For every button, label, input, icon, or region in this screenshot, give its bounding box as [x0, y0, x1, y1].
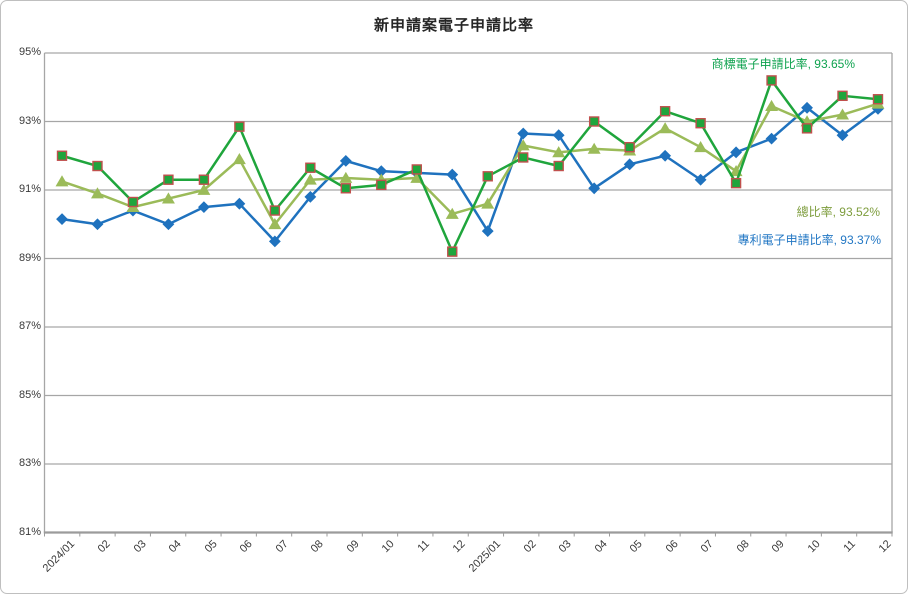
trademark-marker: [695, 118, 706, 129]
series-label-patent: 專利電子申請比率, 93.37%: [737, 233, 881, 247]
patent-marker: [552, 129, 565, 142]
total-marker: [481, 197, 495, 209]
trademark-marker: [411, 164, 422, 175]
trademark-marker: [588, 116, 600, 127]
trademark-marker: [766, 75, 777, 86]
y-tick-label: 87%: [18, 320, 41, 332]
total-marker: [55, 175, 69, 187]
patent-marker: [694, 173, 707, 186]
trademark-marker: [553, 160, 564, 172]
total-marker: [197, 183, 211, 195]
patent-marker: [765, 132, 778, 145]
total-marker: [91, 187, 104, 199]
total-marker: [339, 171, 353, 183]
y-tick-label: 81%: [18, 525, 41, 538]
patent-marker: [588, 182, 601, 195]
patent-marker: [517, 127, 530, 140]
total-marker: [552, 146, 566, 158]
total-marker: [658, 122, 672, 134]
trademark-marker: [92, 160, 103, 172]
y-tick-label: 85%: [18, 388, 41, 401]
trademark-marker: [56, 150, 68, 161]
trademark-marker: [624, 141, 635, 153]
trademark-marker: [801, 123, 813, 134]
trademark-marker: [518, 152, 529, 163]
trademark-marker: [376, 179, 387, 191]
y-tick-label: 83%: [18, 457, 41, 469]
series-label-trademark: 商標電子申請比率, 93.65%: [711, 57, 855, 71]
patent-marker: [446, 168, 459, 181]
trademark-marker: [234, 121, 245, 132]
chart-title: 新申請案電子申請比率: [373, 17, 534, 34]
total-marker: [587, 142, 601, 154]
total-marker: [765, 99, 779, 111]
trademark-marker: [163, 174, 174, 185]
trademark-marker: [340, 183, 352, 194]
patent-marker: [659, 149, 672, 162]
y-tick-label: 93%: [18, 114, 41, 127]
patent-line: [60, 106, 880, 243]
trademark-marker: [198, 174, 210, 185]
patent-marker: [801, 101, 813, 114]
series-label-total: 總比率, 93.52%: [796, 205, 880, 219]
patent-marker: [162, 218, 175, 231]
trademark-marker: [127, 196, 139, 208]
total-marker: [445, 207, 459, 219]
trademark-marker: [730, 177, 742, 189]
patent-marker: [304, 190, 317, 203]
patent-marker: [268, 235, 281, 248]
total-line: [60, 102, 880, 226]
patent-marker: [91, 218, 104, 231]
trademark-marker: [447, 246, 458, 257]
y-tick-label: 95%: [18, 46, 41, 58]
patent-marker: [233, 197, 246, 210]
y-tick-label: 91%: [18, 183, 41, 195]
trademark-marker: [659, 106, 671, 117]
patent-marker: [730, 146, 742, 159]
total-marker: [161, 192, 175, 204]
total-marker: [303, 173, 317, 185]
patent-marker: [481, 225, 494, 238]
patent-marker: [198, 201, 210, 214]
patent-marker: [623, 158, 636, 171]
trademark-marker: [305, 162, 316, 173]
trademark-marker: [482, 171, 493, 182]
total-marker: [694, 140, 708, 153]
trademark-line: [60, 79, 880, 253]
total-marker: [268, 218, 282, 230]
patent-marker: [339, 154, 352, 167]
trademark-marker: [837, 90, 848, 102]
trademark-marker: [872, 94, 884, 105]
total-marker: [516, 139, 530, 151]
y-tick-label: 89%: [18, 251, 41, 264]
total-marker: [836, 108, 849, 120]
total-marker: [232, 152, 246, 165]
trademark-marker: [269, 205, 281, 216]
patent-marker: [836, 129, 849, 142]
patent-marker: [56, 213, 68, 226]
